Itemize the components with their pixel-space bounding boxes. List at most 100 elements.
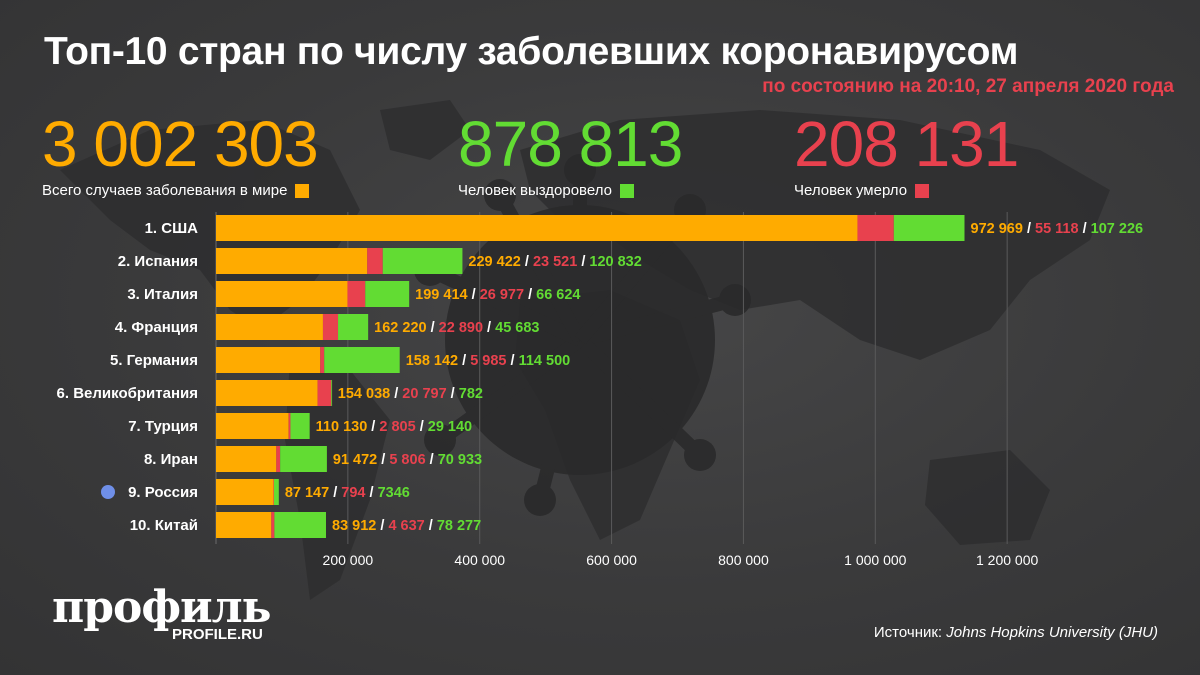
bar-segment-deaths: [271, 512, 275, 538]
data-label-group: 83 912 / 4 637 / 78 277: [332, 518, 481, 534]
bar-segment-recovered: [273, 479, 279, 505]
x-tick-label: 1 000 000: [844, 552, 906, 568]
stat-deaths-value: 208 131: [794, 108, 1019, 180]
data-label-recovered: 70 933: [438, 452, 482, 468]
data-label-deaths: 794: [341, 485, 365, 501]
map-greenland-shape: [380, 100, 470, 160]
bar-segment-cases: [216, 281, 348, 307]
stat-deaths: 208 131 Человек умерло: [794, 108, 1019, 199]
bar-segment-deaths: [317, 380, 332, 406]
x-tick-label: 200 000: [323, 552, 374, 568]
data-label-separator: /: [468, 287, 480, 303]
data-label-separator: /: [329, 485, 341, 501]
data-label-cases: 91 472: [333, 452, 377, 468]
data-label-separator: /: [390, 386, 402, 402]
data-label-separator: /: [577, 254, 589, 270]
data-label-separator: /: [377, 452, 389, 468]
data-label-separator: /: [427, 320, 439, 336]
stat-total-cases: 3 002 303 Всего случаев заболевания в ми…: [42, 108, 319, 199]
data-label-separator: /: [425, 518, 437, 534]
data-label-recovered: 45 683: [495, 320, 539, 336]
data-label-cases: 87 147: [285, 485, 329, 501]
x-tick-label: 800 000: [718, 552, 769, 568]
bar-segment-cases: [216, 347, 321, 373]
bar-segment-deaths: [322, 314, 339, 340]
data-label-deaths: 20 797: [402, 386, 446, 402]
data-label-recovered: 78 277: [437, 518, 481, 534]
bar-segment-deaths: [320, 347, 325, 373]
data-label-group: 91 472 / 5 806 / 70 933: [333, 452, 482, 468]
data-label-separator: /: [447, 386, 459, 402]
data-label-separator: /: [376, 518, 388, 534]
data-label-deaths: 22 890: [439, 320, 483, 336]
data-label-deaths: 5 806: [389, 452, 425, 468]
category-label: 10. Китай: [130, 517, 198, 534]
data-label-separator: /: [1079, 221, 1091, 237]
bar-segment-deaths: [273, 479, 275, 505]
data-label-cases: 154 038: [338, 386, 390, 402]
data-label-recovered: 7346: [378, 485, 410, 501]
bar-segment-cases: [216, 446, 277, 472]
bar-segment-cases: [216, 380, 318, 406]
data-label-group: 199 414 / 26 977 / 66 624: [415, 287, 580, 303]
bar-segment-deaths: [288, 413, 291, 439]
bar-segment-cases: [216, 248, 368, 274]
data-label-separator: /: [524, 287, 536, 303]
map-south-america-shape: [285, 360, 390, 600]
x-tick-label: 400 000: [454, 552, 505, 568]
deaths-legend-swatch: [915, 183, 930, 198]
data-label-deaths: 4 637: [388, 518, 424, 534]
data-label-group: 158 142 / 5 985 / 114 500: [406, 353, 571, 369]
bar-segment-recovered: [280, 446, 327, 472]
data-label-group: 154 038 / 20 797 / 782: [338, 386, 483, 402]
data-label-cases: 972 969: [971, 221, 1023, 237]
bar-segment-recovered: [274, 512, 326, 538]
recovered-legend-swatch: [619, 183, 634, 198]
x-tick-label: 600 000: [586, 552, 637, 568]
bar-segment-deaths: [347, 281, 366, 307]
map-australia-shape: [925, 450, 1050, 545]
data-label-cases: 158 142: [406, 353, 458, 369]
bar-segment-cases: [216, 215, 858, 241]
bar-segment-cases: [216, 413, 289, 439]
data-label-separator: /: [458, 353, 470, 369]
data-label-separator: /: [483, 320, 495, 336]
bar-segment-recovered: [893, 215, 965, 241]
category-label: 5. Германия: [110, 352, 198, 369]
stat-total-cases-label: Всего случаев заболевания в мире: [42, 182, 288, 199]
profil-logo: профиль: [52, 582, 272, 633]
data-label-group: 87 147 / 794 / 7346: [285, 485, 410, 501]
data-label-deaths: 55 118: [1035, 221, 1079, 237]
data-label-group: 110 130 / 2 805 / 29 140: [316, 419, 472, 435]
bar-segment-deaths: [276, 446, 281, 472]
bar-segment-recovered: [382, 248, 463, 274]
data-label-cases: 83 912: [332, 518, 376, 534]
data-label-recovered: 29 140: [428, 419, 472, 435]
data-label-recovered: 120 832: [589, 254, 641, 270]
stat-total-cases-value: 3 002 303: [42, 108, 319, 180]
bar-segment-recovered: [338, 314, 369, 340]
data-label-separator: /: [365, 485, 377, 501]
data-label-deaths: 2 805: [379, 419, 415, 435]
data-label-deaths: 23 521: [533, 254, 577, 270]
data-label-cases: 229 422: [468, 254, 520, 270]
data-label-group: 972 969 / 55 118 / 107 226: [971, 221, 1144, 237]
data-label-recovered: 107 226: [1091, 221, 1143, 237]
data-label-cases: 199 414: [415, 287, 467, 303]
data-label-recovered: 782: [459, 386, 483, 402]
chart-subtitle: по состоянию на 20:10, 27 апреля 2020 го…: [762, 76, 1174, 97]
category-label: 2. Испания: [118, 253, 198, 270]
map-north-america-shape: [60, 120, 360, 330]
russia-highlight-dot: [101, 485, 115, 499]
data-label-separator: /: [521, 254, 533, 270]
stat-recovered: 878 813 Человек выздоровело: [458, 112, 683, 199]
category-label: 6. Великобритания: [57, 385, 198, 402]
category-label: 1. США: [145, 220, 199, 237]
bar-segment-recovered: [324, 347, 400, 373]
bar-segment-deaths: [857, 215, 894, 241]
category-label: 7. Турция: [128, 418, 198, 435]
bar-segment-recovered: [365, 281, 410, 307]
source-name: Johns Hopkins University (JHU): [946, 624, 1158, 641]
